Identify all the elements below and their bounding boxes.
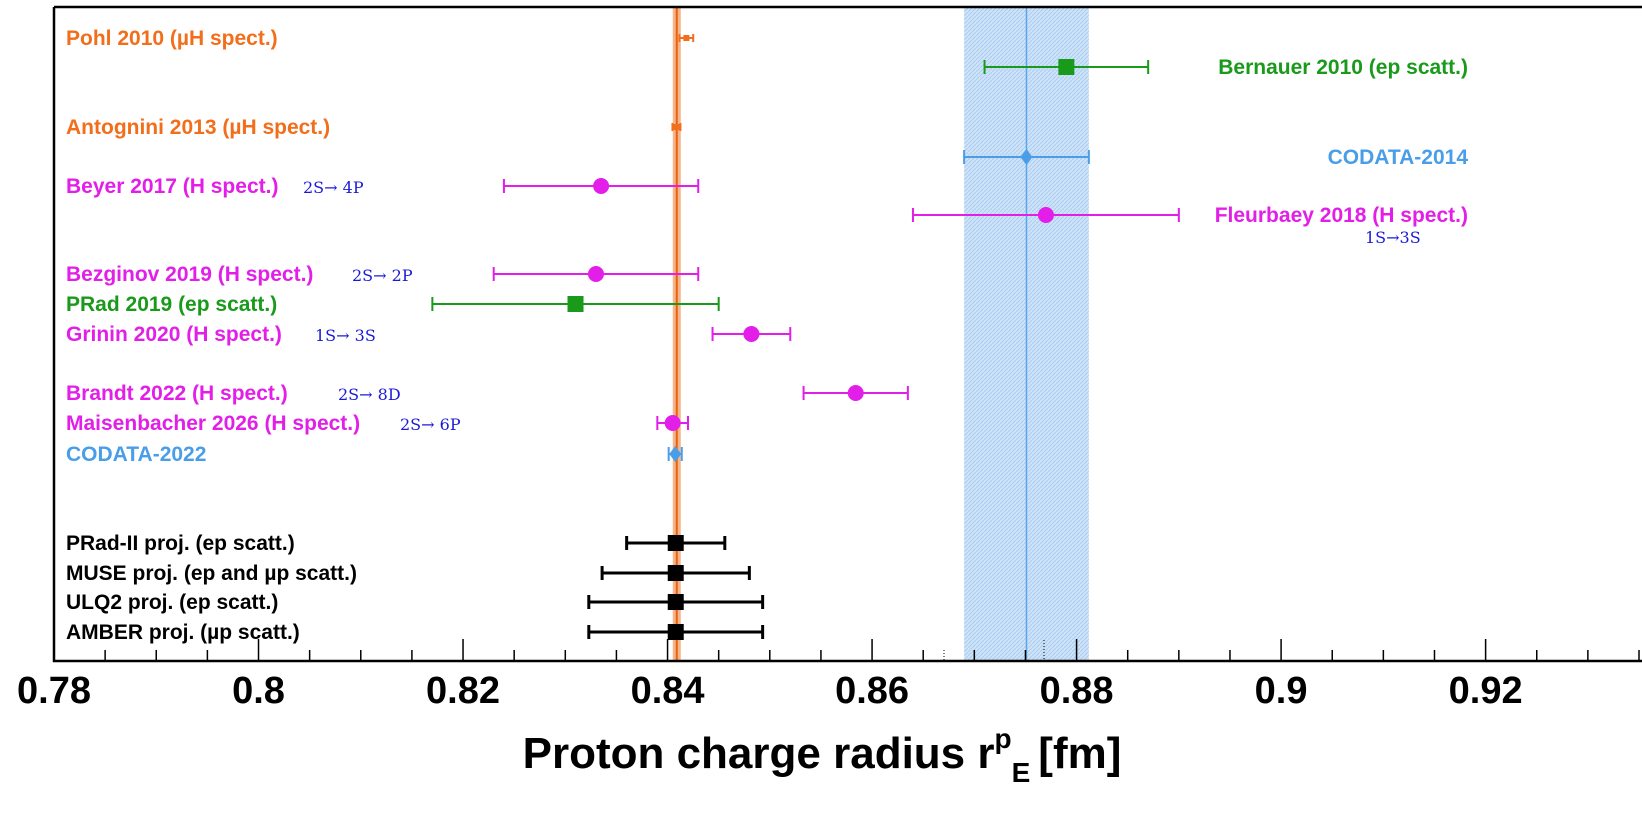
series-label: Bezginov 2019 (H spect.) [66, 263, 313, 286]
data-point [492, 266, 700, 282]
series-label: ULQ2 proj. (ep scatt.) [66, 591, 278, 614]
x-tick-label: 0.8 [232, 670, 285, 712]
data-point [711, 326, 792, 342]
data-point [625, 535, 727, 551]
data-point [600, 565, 751, 581]
series-label: MUSE proj. (ep and µp scatt.) [66, 562, 357, 585]
marker-diamond [669, 446, 682, 462]
data-point [431, 296, 720, 312]
marker-diamond [1020, 149, 1033, 165]
data-point [671, 123, 682, 131]
marker-circle [847, 385, 864, 401]
x-axis-title-sup: p [995, 723, 1012, 754]
x-axis-title-sub: E [1012, 757, 1031, 788]
x-tick-label: 0.9 [1255, 670, 1308, 712]
series-label: Maisenbacher 2026 (H spect.) [66, 412, 360, 435]
data-point [656, 415, 689, 431]
marker-square [667, 624, 684, 640]
marker-circle [1037, 207, 1054, 223]
x-tick-label: 0.78 [17, 670, 91, 712]
x-tick-label: 0.92 [1449, 670, 1523, 712]
data-point [502, 178, 700, 194]
data-point [678, 34, 695, 42]
x-tick-label: 0.88 [1040, 670, 1114, 712]
x-axis-title-unit: [fm] [1038, 729, 1121, 778]
series-label: Antognini 2013 (µH spect.) [66, 116, 330, 139]
transition-label: 1S→ 3S [315, 326, 376, 345]
marker-square [1058, 59, 1075, 75]
marker-small-square [673, 124, 680, 130]
series-label: Beyer 2017 (H spect.) [66, 175, 278, 198]
series-label: Bernauer 2010 (ep scatt.) [1218, 56, 1468, 79]
series-label: CODATA-2014 [1328, 146, 1469, 169]
x-tick-label: 0.86 [835, 670, 909, 712]
x-axis-title: Proton charge radius rpE [fm] [523, 723, 1122, 788]
x-tick-label: 0.84 [631, 670, 705, 712]
marker-circle [593, 178, 610, 194]
transition-label: 1S→3S [1365, 228, 1421, 247]
data-point [667, 446, 683, 462]
marker-circle [743, 326, 760, 342]
marker-square [667, 535, 684, 551]
series-label: AMBER proj. (µp scatt.) [66, 621, 300, 644]
data-point [587, 594, 765, 610]
data-point [983, 59, 1150, 75]
x-tick-label: 0.82 [426, 670, 500, 712]
series-label: Brandt 2022 (H spect.) [66, 382, 288, 405]
series-label: CODATA-2022 [66, 443, 206, 466]
series-label: Pohl 2010 (µH spect.) [66, 27, 278, 50]
data-point [963, 149, 1090, 165]
transition-label: 2S→ 6P [400, 415, 461, 434]
data-point [911, 207, 1180, 223]
marker-circle [664, 415, 681, 431]
marker-circle [587, 266, 604, 282]
series-label: PRad-II proj. (ep scatt.) [66, 532, 295, 555]
series-label: Grinin 2020 (H spect.) [66, 323, 282, 346]
marker-small-square [683, 35, 690, 41]
data-point [802, 385, 909, 401]
series-label: Fleurbaey 2018 (H spect.) [1215, 204, 1468, 227]
series-label: PRad 2019 (ep scatt.) [66, 293, 277, 316]
x-axis-title-main: Proton charge radius r [523, 729, 995, 778]
data-point [587, 624, 765, 640]
transition-label: 2S→ 2P [352, 266, 413, 285]
marker-square [567, 296, 584, 312]
marker-square [667, 594, 684, 610]
transition-label: 2S→ 4P [303, 178, 364, 197]
marker-square [667, 565, 684, 581]
transition-label: 2S→ 8D [338, 385, 401, 404]
